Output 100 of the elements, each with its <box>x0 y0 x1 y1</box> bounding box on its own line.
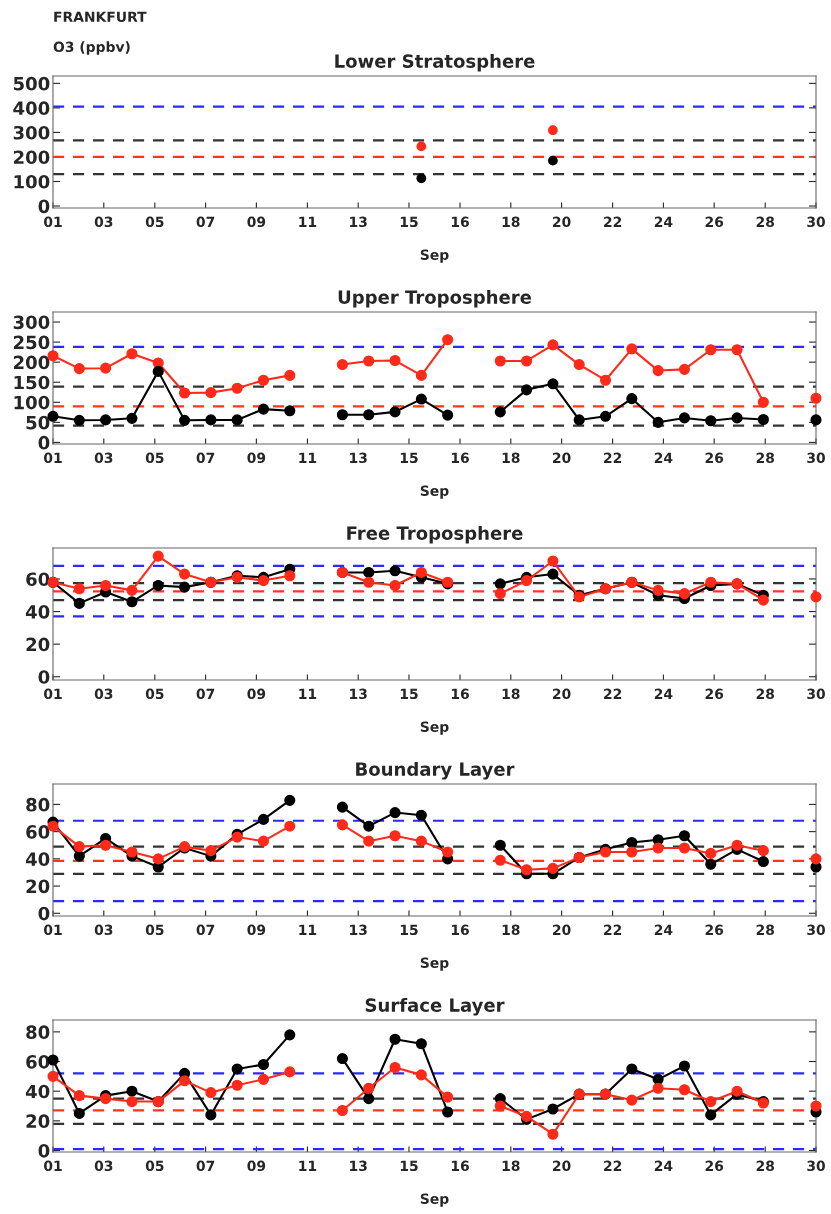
y-tick-label: 20 <box>26 1114 50 1128</box>
x-tick-label: 18 <box>502 924 520 936</box>
x-tick-label: 28 <box>756 688 775 700</box>
chart-title: Lower Stratosphere <box>335 53 535 72</box>
x-tick-label: 16 <box>451 1160 469 1172</box>
y-tick-label: 300 <box>13 125 50 140</box>
x-axis-title: Sep <box>420 721 449 735</box>
y-tick-label: 60 <box>26 1054 50 1069</box>
x-tick-label: 15 <box>400 1160 418 1172</box>
x-tick-label: 11 <box>299 688 317 699</box>
x-tick-label: 22 <box>604 452 622 463</box>
y-tick-label: 100 <box>14 395 50 410</box>
x-tick-label: 13 <box>350 688 367 700</box>
text: O3 (ppbv) <box>53 41 130 55</box>
x-tick-label: 28 <box>756 924 775 936</box>
x-tick-label: 24 <box>654 452 673 463</box>
x-tick-label: 26 <box>705 452 724 464</box>
x-tick-label: 20 <box>553 1160 571 1172</box>
x-tick-label: 24 <box>654 924 673 935</box>
y-tick-label: 40 <box>25 605 50 619</box>
x-axis-title: Sep <box>420 957 449 971</box>
x-tick-label: 09 <box>247 216 266 228</box>
x-tick-label: 11 <box>299 924 317 935</box>
x-tick-label: 15 <box>400 688 418 700</box>
x-tick-label: 07 <box>196 452 215 464</box>
x-tick-label: 28 <box>756 452 775 464</box>
x-tick-label: 22 <box>604 924 622 935</box>
y-tick-label: 250 <box>13 335 50 350</box>
y-tick-label: 80 <box>26 1025 50 1039</box>
x-tick-label: 28 <box>756 1160 775 1172</box>
y-tick-label: 0 <box>38 1143 50 1158</box>
x-tick-label: 15 <box>400 216 418 228</box>
x-tick-label: 13 <box>350 452 367 464</box>
x-tick-label: 11 <box>299 452 317 463</box>
chart-title: Free Troposphere <box>347 525 523 544</box>
x-tick-label: 18 <box>502 688 520 700</box>
x-tick-label: 22 <box>604 1160 622 1171</box>
y-tick-label: 50 <box>26 415 50 430</box>
x-tick-label: 13 <box>350 924 367 936</box>
x-tick-label: 26 <box>705 688 724 700</box>
x-tick-label: 30 <box>807 1160 825 1172</box>
x-tick-label: 09 <box>247 1160 266 1172</box>
x-tick-label: 15 <box>400 452 418 464</box>
x-tick-label: 18 <box>502 1160 520 1172</box>
y-tick-label: 0 <box>38 670 50 684</box>
x-tick-label: 30 <box>807 452 825 464</box>
x-axis-title: Sep <box>420 249 449 263</box>
y-tick-label: 60 <box>26 825 50 839</box>
x-tick-label: 11 <box>299 216 317 227</box>
y-tick-label: 500 <box>13 76 50 91</box>
y-tick-label: 150 <box>14 375 50 390</box>
y-tick-label: 0 <box>38 435 50 450</box>
x-tick-label: 05 <box>145 688 164 700</box>
x-tick-label: 05 <box>145 452 164 464</box>
x-tick-label: 30 <box>807 924 825 936</box>
chart-title: Upper Troposphere <box>338 289 532 308</box>
y-tick-label: 60 <box>26 572 50 587</box>
y-tick-label: 0 <box>38 199 50 214</box>
x-tick-label: 16 <box>451 688 469 700</box>
y-tick-label: 200 <box>13 150 50 165</box>
x-tick-label: 07 <box>196 1160 215 1172</box>
x-tick-label: 15 <box>400 924 418 936</box>
chart-title: Surface Layer <box>365 997 505 1016</box>
text: FRANKFURT <box>54 11 147 23</box>
x-tick-label: 18 <box>502 216 520 228</box>
x-axis-title: Sep <box>420 485 449 499</box>
x-tick-label: 05 <box>145 1160 164 1172</box>
x-tick-label: 05 <box>145 216 164 228</box>
x-tick-label: 11 <box>299 1160 317 1171</box>
x-tick-label: 03 <box>94 688 113 700</box>
x-tick-label: 01 <box>44 452 62 464</box>
x-tick-label: 01 <box>44 1160 62 1172</box>
x-axis-title: Sep <box>420 1193 449 1207</box>
x-tick-label: 01 <box>44 688 62 700</box>
x-tick-label: 07 <box>196 216 215 228</box>
x-tick-label: 07 <box>196 924 215 936</box>
x-tick-label: 22 <box>604 216 622 227</box>
x-tick-label: 28 <box>756 216 775 228</box>
x-tick-label: 16 <box>451 924 469 936</box>
x-tick-label: 20 <box>553 452 571 464</box>
x-tick-label: 20 <box>553 216 571 228</box>
x-tick-label: 01 <box>44 924 62 936</box>
y-tick-label: 40 <box>25 1084 50 1099</box>
x-tick-label: 03 <box>94 1160 113 1172</box>
y-tick-label: 40 <box>25 852 50 866</box>
y-tick-label: 300 <box>13 315 50 330</box>
x-tick-label: 09 <box>247 452 266 464</box>
x-tick-label: 24 <box>654 1160 673 1171</box>
x-tick-label: 22 <box>604 688 622 699</box>
x-tick-label: 13 <box>350 1160 367 1172</box>
y-tick-label: 0 <box>38 906 50 921</box>
x-tick-label: 07 <box>196 688 215 700</box>
y-tick-label: 20 <box>26 637 50 652</box>
x-tick-label: 16 <box>451 216 469 228</box>
x-tick-label: 05 <box>145 924 164 936</box>
y-tick-label: 200 <box>13 355 50 370</box>
x-tick-label: 03 <box>94 216 113 228</box>
x-tick-label: 24 <box>654 688 673 699</box>
x-tick-label: 03 <box>94 452 113 464</box>
y-tick-label: 20 <box>26 879 50 894</box>
